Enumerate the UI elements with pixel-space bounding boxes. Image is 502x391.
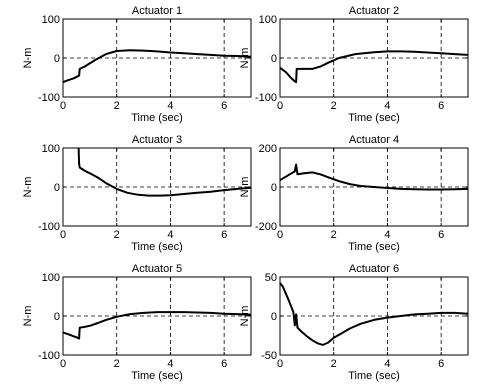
y-tick-label: 0 [271,53,277,65]
y-tick-label: 50 [265,272,277,284]
x-tick-label: 0 [60,100,66,112]
y-axis-label: N-m [239,48,251,69]
chart-title: Actuator 3 [132,134,182,146]
plot-frame [62,147,252,227]
y-tick-label: 100 [42,14,60,26]
series-line [62,311,252,340]
plot-frame [62,276,252,356]
y-tick-label: 0 [271,182,277,194]
y-tick-label: 0 [54,311,60,323]
y-axis-label: N-m [239,306,251,327]
x-tick-label: 6 [438,100,444,112]
x-tick-label: 6 [221,358,227,370]
x-tick-label: 0 [277,100,283,112]
chart-title: Actuator 1 [132,5,182,17]
x-axis-label: Time (sec) [131,370,183,382]
x-tick-label: 0 [277,229,283,241]
chart-title: Actuator 4 [349,134,399,146]
x-tick-label: 0 [60,229,66,241]
x-tick-label: 4 [167,229,173,241]
x-axis-label: Time (sec) [131,112,183,124]
x-tick-label: 2 [331,100,337,112]
plot-frame [279,147,469,227]
x-tick-label: 2 [331,229,337,241]
plot-frame [279,276,469,356]
y-tick-label: 100 [259,14,277,26]
x-axis-label: Time (sec) [348,241,400,253]
y-tick-label: 100 [42,272,60,284]
x-tick-label: 6 [438,358,444,370]
x-tick-label: 6 [221,100,227,112]
x-axis-label: Time (sec) [131,241,183,253]
series-line [77,147,252,197]
series-line [279,282,469,346]
y-tick-label: 0 [271,311,277,323]
x-tick-label: 2 [114,358,120,370]
x-tick-label: 4 [384,229,390,241]
series-line [279,50,469,84]
x-tick-label: 6 [438,229,444,241]
x-tick-label: 2 [114,229,120,241]
x-tick-label: 4 [167,358,173,370]
y-tick-label: -200 [255,221,277,233]
y-axis-label: N-m [22,306,34,327]
chart-title: Actuator 6 [349,263,399,275]
y-axis-label: N-m [239,177,251,198]
plot-frame [279,18,469,98]
x-axis-label: Time (sec) [348,370,400,382]
y-tick-label: -100 [38,92,60,104]
x-axis-label: Time (sec) [348,112,400,124]
x-tick-label: 2 [114,100,120,112]
series-line [62,49,252,84]
plot-frame [62,18,252,98]
chart-title: Actuator 5 [132,263,182,275]
y-tick-label: 100 [42,143,60,155]
y-tick-label: -100 [38,350,60,362]
y-axis-label: N-m [22,177,34,198]
y-tick-label: 0 [54,53,60,65]
x-tick-label: 0 [60,358,66,370]
x-tick-label: 4 [384,100,390,112]
x-tick-label: 0 [277,358,283,370]
chart-title: Actuator 2 [349,5,399,17]
x-tick-label: 4 [167,100,173,112]
x-tick-label: 4 [384,358,390,370]
y-tick-label: -100 [255,92,277,104]
y-tick-label: -50 [261,350,277,362]
y-tick-label: 0 [54,182,60,194]
y-tick-label: 200 [259,143,277,155]
y-tick-label: -100 [38,221,60,233]
x-tick-label: 2 [331,358,337,370]
x-tick-label: 6 [221,229,227,241]
y-axis-label: N-m [22,48,34,69]
series-line [279,163,469,191]
